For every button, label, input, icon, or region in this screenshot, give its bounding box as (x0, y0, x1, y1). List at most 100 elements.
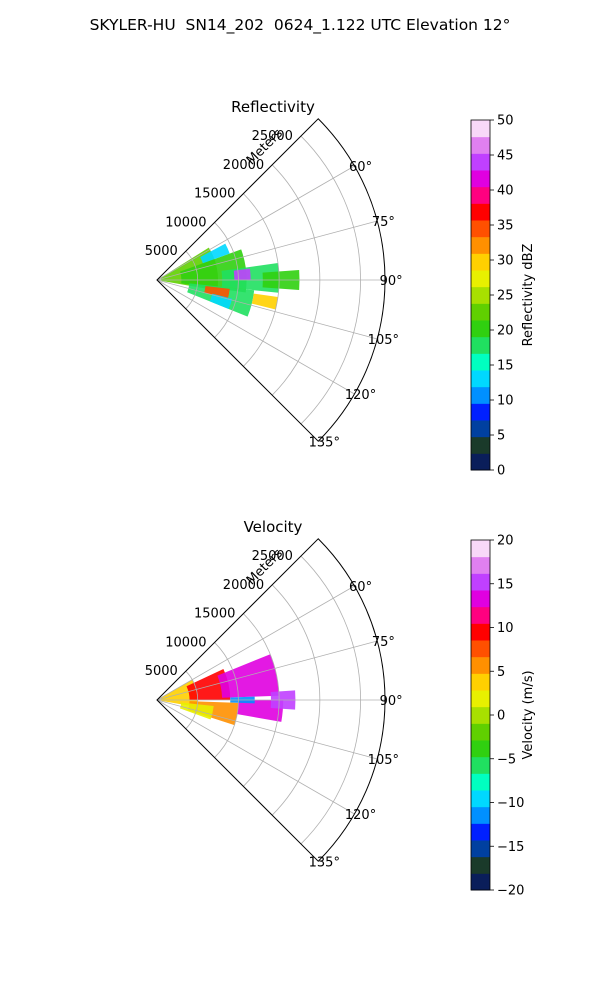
colorbar-segment (471, 186, 490, 204)
colorbar-segment (471, 573, 490, 591)
colorbar-tick-label: 30 (497, 254, 514, 269)
colorbar-tick-label: 35 (497, 219, 514, 234)
azimuth-spoke (156, 279, 378, 340)
colorbar-tick-label: 50 (497, 114, 514, 129)
colorbar-segment (471, 220, 490, 238)
radial-tick-label: 25000 (252, 549, 293, 564)
azimuth-spoke (156, 640, 378, 701)
colorbar-tick-label: 0 (497, 709, 505, 724)
azimuth-spoke (156, 585, 355, 701)
radial-tick-label: 15000 (194, 187, 235, 202)
colorbar-tick-label: −10 (497, 796, 524, 811)
colorbar-segment (471, 436, 490, 454)
colorbar-segment (471, 673, 490, 691)
colorbar-segment (471, 856, 490, 874)
colorbar-tick-label: 20 (497, 534, 514, 549)
colorbar-segment (471, 723, 490, 741)
azimuth-spoke (156, 699, 378, 760)
azimuth-tick-label: 60° (349, 580, 372, 595)
colorbar-segment (471, 873, 490, 891)
colorbar-segment (471, 386, 490, 404)
radial-tick-label: 10000 (165, 215, 206, 230)
colorbar-segment (471, 303, 490, 321)
colorbar-segment (471, 153, 490, 171)
colorbar-segment (471, 540, 490, 558)
colorbar-segment (471, 420, 490, 438)
colorbar-segment (471, 336, 490, 354)
azimuth-tick-label: 135° (309, 855, 340, 870)
radial-tick-label: 20000 (223, 578, 264, 593)
colorbar-tick-label: 25 (497, 289, 514, 304)
colorbar-segment (471, 286, 490, 304)
colorbar-tick-label: 10 (497, 621, 514, 636)
colorbar-segment (471, 740, 490, 758)
colorbar-segment (471, 203, 490, 221)
colorbar-segment (471, 640, 490, 658)
colorbar-segment (471, 236, 490, 254)
colorbar-segment (471, 170, 490, 188)
azimuth-tick-label: 105° (368, 753, 399, 768)
radial-tick-label: 15000 (194, 607, 235, 622)
echo-region (200, 243, 230, 264)
colorbar-segment (471, 790, 490, 808)
colorbar-segment (471, 806, 490, 824)
colorbar-segment (471, 656, 490, 674)
azimuth-tick-label: 120° (345, 808, 376, 823)
azimuth-tick-label: 90° (380, 694, 403, 709)
colorbar-tick-label: 20 (497, 324, 514, 339)
azimuth-tick-label: 75° (372, 215, 395, 230)
azimuth-tick-label: 90° (380, 274, 403, 289)
azimuth-tick-label: 135° (309, 435, 340, 450)
azimuth-spoke (156, 220, 378, 281)
azimuth-tick-label: 105° (368, 333, 399, 348)
panel-title: Reflectivity (231, 98, 315, 116)
colorbar-segment (471, 453, 490, 471)
azimuth-tick-label: 60° (349, 160, 372, 175)
colorbar-tick-label: 0 (497, 464, 505, 479)
colorbar-tick-label: 5 (497, 665, 505, 680)
sector-frame (156, 538, 386, 862)
colorbar-tick-label: −20 (497, 884, 524, 899)
azimuth-spoke (156, 699, 355, 815)
colorbar-segment (471, 623, 490, 641)
colorbar-tick-label: 15 (497, 359, 514, 374)
colorbar-segment (471, 690, 490, 708)
azimuth-tick-label: 120° (345, 388, 376, 403)
colorbar-label: Velocity (m/s) (521, 670, 536, 759)
radial-tick-label: 10000 (165, 635, 206, 650)
colorbar-segment (471, 136, 490, 154)
colorbar-label: Reflectivity dBZ (521, 244, 536, 347)
radial-tick-label: 5000 (145, 664, 178, 679)
sector-frame (156, 118, 386, 442)
radial-tick-label: 25000 (252, 129, 293, 144)
echo-region (209, 293, 233, 309)
colorbar-segment (471, 253, 490, 271)
colorbar-segment (471, 556, 490, 574)
colorbar-segment (471, 120, 490, 138)
colorbar-segment (471, 706, 490, 724)
colorbar-tick-label: −5 (497, 752, 516, 767)
echo-region (204, 285, 230, 299)
colorbar-segment (471, 403, 490, 421)
echo-region (251, 293, 278, 310)
colorbar-segment (471, 590, 490, 608)
colorbar-segment (471, 756, 490, 774)
radial-tick-label: 5000 (145, 244, 178, 259)
echo-region (217, 654, 280, 698)
colorbar-tick-label: 15 (497, 577, 514, 592)
colorbar-segment (471, 353, 490, 371)
radial-tick-label: 20000 (223, 158, 264, 173)
colorbar-tick-label: −15 (497, 840, 524, 855)
colorbar-tick-label: 45 (497, 149, 514, 164)
colorbar-segment (471, 606, 490, 624)
colorbar-segment (471, 270, 490, 288)
colorbar-segment (471, 773, 490, 791)
echo-region (233, 268, 251, 280)
colorbar-segment (471, 823, 490, 841)
figure-title: SKYLER-HU SN14_202 0624_1.122 UTC Elevat… (89, 16, 511, 34)
colorbar-segment (471, 320, 490, 338)
azimuth-spoke (156, 165, 355, 281)
colorbar-tick-label: 10 (497, 394, 514, 409)
colorbar-tick-label: 40 (497, 184, 514, 199)
